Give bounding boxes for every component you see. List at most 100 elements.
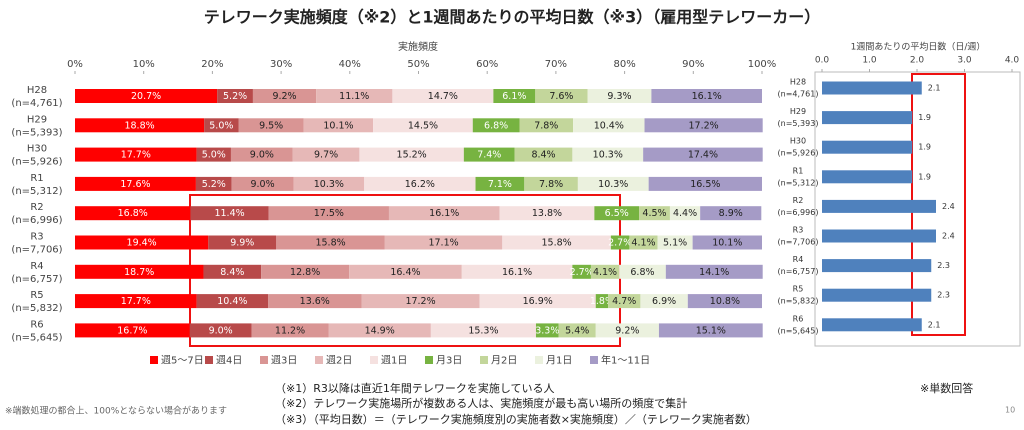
data-label: 7.4% [477, 150, 501, 161]
bar-segment [430, 323, 536, 338]
data-label: 2.7% [570, 267, 594, 278]
y-tick-label: (n=5,393) [11, 127, 62, 138]
y-tick-label: H29 [27, 114, 47, 125]
bar-segment [373, 118, 473, 133]
data-label: 5.4% [565, 325, 589, 336]
legend-label: 週5～7日 [161, 355, 204, 367]
bar-segment [75, 206, 191, 221]
x-tick-label: 20% [201, 59, 223, 70]
x-tick-label: 70% [545, 59, 567, 70]
y-tick-label: (n=4,761) [11, 98, 62, 109]
data-label: 13.8% [532, 208, 562, 219]
data-label: 1.8% [590, 296, 614, 307]
data-label: 7.6% [549, 91, 573, 102]
bar-segment [665, 264, 763, 279]
bar [822, 140, 913, 154]
legend-label: 月3日 [436, 355, 462, 367]
bar [822, 288, 932, 302]
data-label: 10.1% [712, 238, 742, 249]
bar-segment [657, 235, 693, 250]
y-tick-label: R3 [30, 232, 43, 243]
data-label: 4.4% [673, 208, 697, 219]
x-tick-label: 0.0 [815, 56, 830, 66]
data-label: 2.4 [942, 202, 955, 211]
x-tick-label: 80% [613, 59, 635, 70]
data-label: 5.2% [202, 179, 226, 190]
y-tick-label: H28 [790, 78, 806, 87]
data-label: 9.0% [209, 325, 233, 336]
bar-segment [384, 235, 503, 250]
y-tick-label: R4 [30, 261, 43, 272]
legend-label: 週3日 [271, 355, 297, 367]
data-label: 15.8% [541, 238, 571, 249]
bar-segment [692, 235, 762, 250]
y-tick-label: (n=5,645) [11, 332, 62, 343]
y-tick-label: R3 [793, 226, 804, 235]
data-label: 1.9 [918, 143, 931, 152]
data-label: 9.2% [615, 325, 639, 336]
data-label: 16.1% [692, 91, 722, 102]
data-label: 15.8% [315, 238, 345, 249]
bar-segment [75, 89, 218, 103]
data-label: 16.1% [429, 208, 459, 219]
y-tick-label: H30 [27, 144, 47, 155]
bar-segment [590, 264, 620, 279]
bar-segment [359, 147, 464, 162]
legend-label: 月2日 [491, 355, 517, 367]
y-tick-label: H28 [27, 85, 47, 96]
bar-segment [558, 323, 596, 338]
data-label: 9.3% [607, 91, 631, 102]
bar-segment [463, 147, 515, 162]
data-label: 17.1% [428, 238, 458, 249]
note: （※1）R3以降は直近1年間テレワークを実施している人 [275, 381, 555, 395]
y-tick-label: (n=6,996) [11, 215, 62, 226]
bar-segment [658, 323, 763, 338]
x-axis-label: 実施頻度 [398, 40, 438, 53]
bar-segment [75, 118, 205, 133]
bar-segment [388, 206, 500, 221]
bar [822, 111, 913, 125]
x-tick-label: 10% [133, 59, 155, 70]
data-label: 14.9% [365, 325, 395, 336]
x-tick-label: 40% [339, 59, 361, 70]
bar [822, 81, 922, 95]
data-label: 17.6% [120, 179, 150, 190]
data-label: 2.4 [942, 232, 955, 241]
legend-swatch [370, 356, 378, 364]
legend-label: 年1～11日 [601, 354, 650, 367]
legend-swatch [205, 356, 213, 364]
legend-swatch [480, 356, 488, 364]
bar-segment [619, 264, 666, 279]
bar-segment [608, 294, 641, 309]
data-label: 6.9% [652, 296, 676, 307]
data-label: 7.8% [534, 120, 558, 131]
bar-segment [75, 147, 197, 162]
bar-segment [217, 89, 253, 103]
bar-segment [595, 323, 659, 338]
page-title: テレワーク実施頻度（※2）と1週間あたりの平均日数（※3）（雇用型テレワーカー） [204, 8, 821, 27]
bar-segment [643, 147, 763, 162]
data-label: 10.4% [594, 120, 624, 131]
bar-segment [364, 176, 476, 191]
bar-segment [268, 294, 362, 309]
bar-segment [316, 89, 393, 103]
legend-swatch [425, 356, 433, 364]
bar-segment [189, 323, 252, 338]
legend-swatch [260, 356, 268, 364]
bar-segment [292, 147, 360, 162]
y-tick-label: R2 [793, 196, 804, 205]
bar-segment [629, 235, 658, 250]
bar-segment [524, 176, 578, 191]
data-label: 5.1% [663, 238, 687, 249]
legend-swatch [150, 356, 158, 364]
y-tick-label: (n=6,757) [11, 274, 62, 285]
data-label: 10.1% [323, 120, 353, 131]
bar [822, 199, 936, 213]
bar-segment [303, 118, 374, 133]
data-label: 2.3 [937, 261, 950, 270]
bar-segment [587, 89, 652, 103]
data-label: 3.3% [535, 325, 559, 336]
data-label: 11.2% [275, 325, 305, 336]
